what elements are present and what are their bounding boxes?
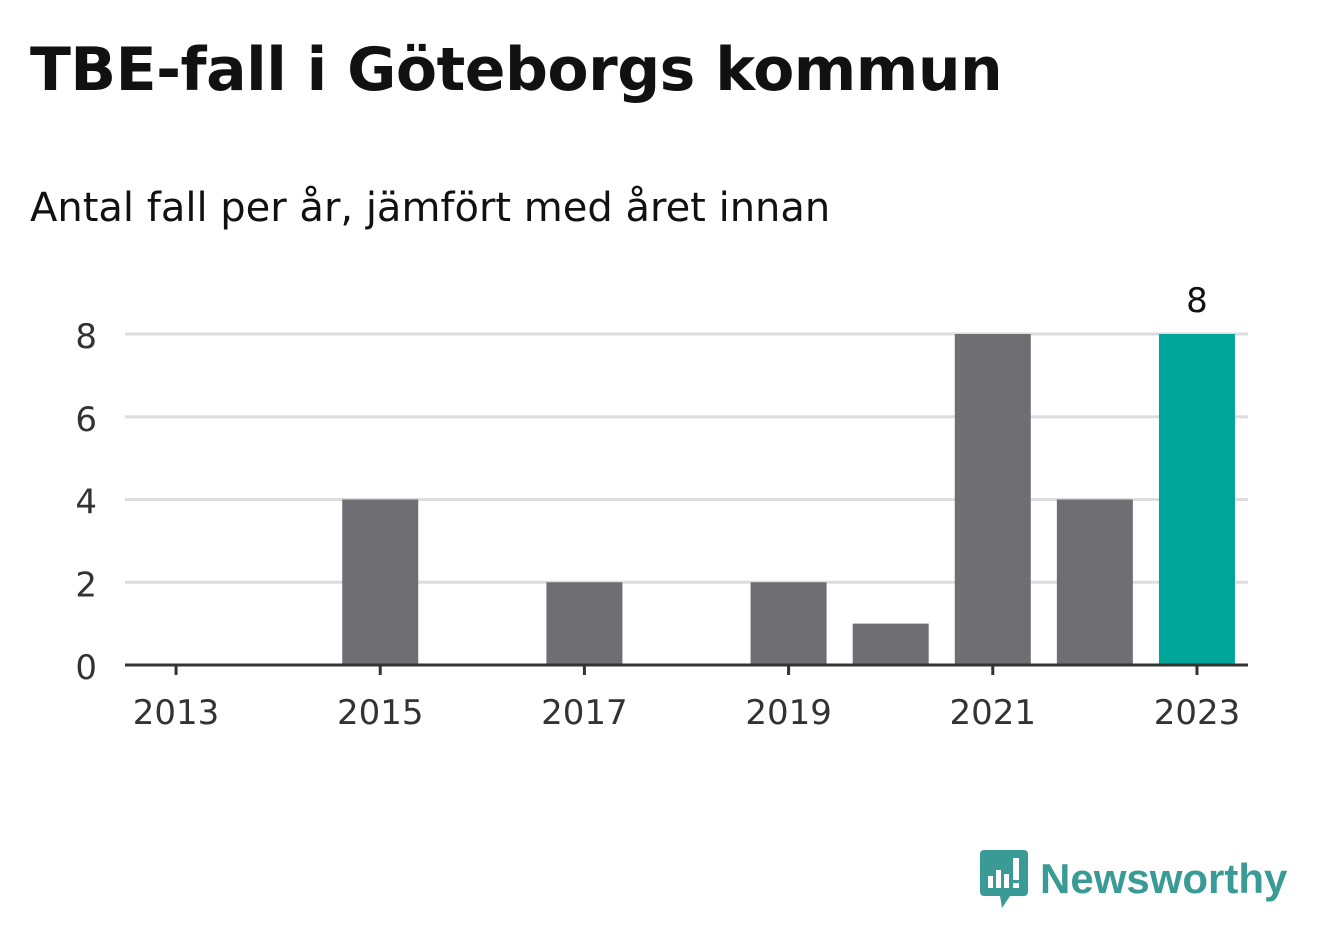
bar [954,334,1031,665]
y-tick-label: 6 [75,400,97,440]
highlight-bar [1158,334,1235,665]
bar [750,582,827,665]
bar [342,499,419,665]
x-tick-label: 2017 [541,693,628,733]
y-tick-label: 8 [75,317,97,357]
bar [852,623,929,665]
x-tick-label: 2013 [133,693,220,733]
y-tick-label: 2 [75,565,97,605]
chart-subtitle: Antal fall per år, jämfört med året inna… [30,185,831,231]
x-tick-label: 2021 [950,693,1037,733]
bar [546,582,623,665]
chart-title: TBE-fall i Göteborgs kommun [30,35,1003,105]
x-tick-label: 2019 [745,693,832,733]
y-tick-label: 0 [75,648,97,688]
brand-logo: Newsworthy [980,850,1287,908]
x-tick-label: 2015 [337,693,424,733]
brand-name: Newsworthy [1040,855,1288,902]
x-tick-label: 2023 [1154,693,1241,733]
newsworthy-logo-icon [980,850,1028,908]
bar [1056,499,1133,665]
data-label: 8 [1186,281,1208,321]
y-tick-label: 4 [75,483,97,523]
